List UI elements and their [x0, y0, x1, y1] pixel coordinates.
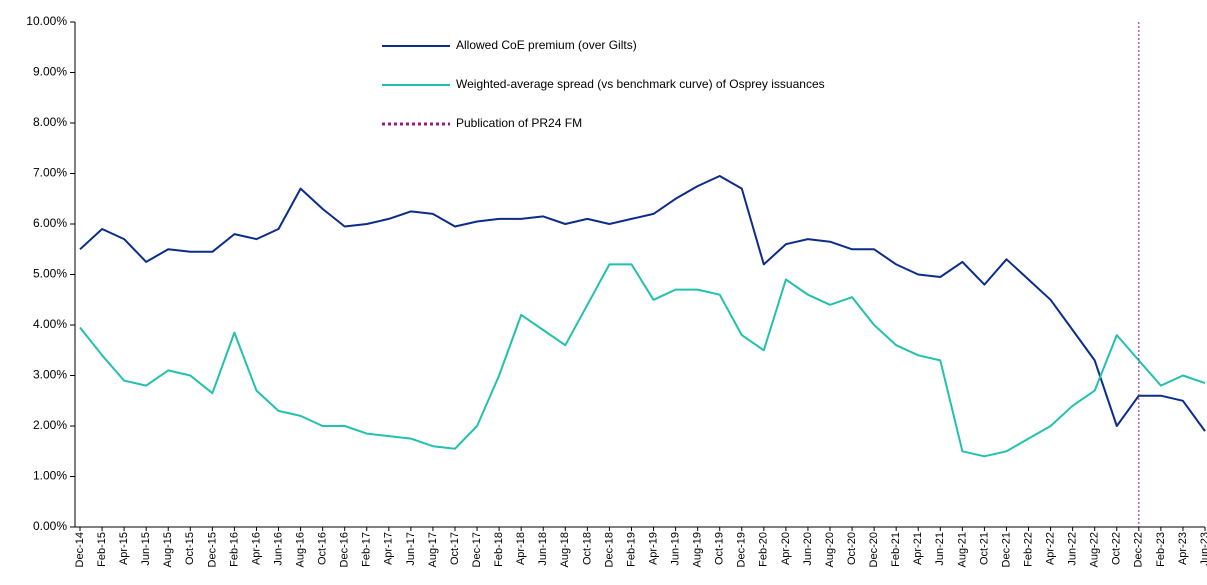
x-tick-label: Jun-22 — [1067, 532, 1079, 566]
x-tick-label: Apr-18 — [515, 532, 527, 565]
y-tick-label: 10.00% — [26, 14, 67, 28]
x-tick-label: Dec-14 — [74, 532, 86, 567]
x-tick-label: Feb-19 — [625, 532, 637, 567]
series-line — [79, 175, 1206, 432]
x-tick-label: Aug-18 — [559, 532, 571, 567]
x-tick-label: Dec-16 — [339, 532, 351, 567]
x-tick-label: Dec-22 — [1133, 532, 1145, 567]
x-tick-label: Dec-15 — [206, 532, 218, 567]
x-tick-label: Apr-23 — [1177, 532, 1189, 565]
x-tick-label: Oct-22 — [1111, 532, 1123, 565]
x-tick-label: Apr-21 — [912, 532, 924, 565]
x-tick-label: Apr-15 — [118, 532, 130, 565]
x-tick-label: Aug-19 — [692, 532, 704, 567]
x-tick-label: Feb-21 — [890, 532, 902, 567]
x-tick-label: Oct-19 — [714, 532, 726, 565]
y-tick-label: 5.00% — [33, 267, 67, 281]
x-tick-label: Jun-20 — [802, 532, 814, 566]
x-tick-label: Jun-16 — [272, 532, 284, 566]
x-tick-label: Dec-20 — [868, 532, 880, 567]
x-tick-label: Aug-21 — [956, 532, 968, 567]
x-tick-label: Oct-17 — [449, 532, 461, 565]
x-tick-label: Oct-15 — [184, 532, 196, 565]
y-tick-label: 0.00% — [33, 519, 67, 533]
x-tick-label: Aug-15 — [162, 532, 174, 567]
x-tick-label: Aug-17 — [427, 532, 439, 567]
y-tick-label: 1.00% — [33, 469, 67, 483]
legend-label: Allowed CoE premium (over Gilts) — [456, 38, 637, 52]
y-tick-label: 7.00% — [33, 166, 67, 180]
x-tick-label: Feb-22 — [1022, 532, 1034, 567]
x-tick-label: Feb-18 — [493, 532, 505, 567]
x-tick-label: Aug-20 — [824, 532, 836, 567]
x-tick-label: Jun-17 — [405, 532, 417, 566]
x-tick-label: Dec-18 — [603, 532, 615, 567]
x-tick-label: Jun-19 — [669, 532, 681, 566]
x-tick-label: Oct-18 — [581, 532, 593, 565]
x-tick-label: Jun-23 — [1199, 532, 1207, 566]
x-tick-label: Aug-22 — [1089, 532, 1101, 567]
legend-label: Weighted-average spread (vs benchmark cu… — [456, 77, 825, 91]
x-tick-label: Jun-18 — [537, 532, 549, 566]
x-tick-label: Feb-17 — [361, 532, 373, 567]
y-tick-label: 6.00% — [33, 216, 67, 230]
x-tick-label: Oct-21 — [978, 532, 990, 565]
x-tick-label: Dec-17 — [471, 532, 483, 567]
legend-label: Publication of PR24 FM — [456, 116, 582, 130]
x-tick-label: Apr-22 — [1044, 532, 1056, 565]
y-tick-label: 8.00% — [33, 115, 67, 129]
x-tick-label: Feb-16 — [228, 532, 240, 567]
x-tick-label: Apr-17 — [383, 532, 395, 565]
series-line — [79, 263, 1206, 458]
x-tick-label: Apr-19 — [647, 532, 659, 565]
y-tick-label: 4.00% — [33, 317, 67, 331]
y-tick-label: 2.00% — [33, 418, 67, 432]
y-tick-label: 9.00% — [33, 65, 67, 79]
x-tick-label: Oct-20 — [846, 532, 858, 565]
x-tick-label: Feb-15 — [96, 532, 108, 567]
x-tick-label: Apr-20 — [780, 532, 792, 565]
x-tick-label: Oct-16 — [317, 532, 329, 565]
x-tick-label: Jun-15 — [140, 532, 152, 566]
x-tick-label: Dec-21 — [1000, 532, 1012, 567]
y-tick-label: 3.00% — [33, 368, 67, 382]
x-tick-label: Jun-21 — [934, 532, 946, 566]
x-tick-label: Feb-20 — [758, 532, 770, 567]
x-tick-label: Dec-19 — [736, 532, 748, 567]
x-tick-label: Feb-23 — [1155, 532, 1167, 567]
x-tick-label: Apr-16 — [250, 532, 262, 565]
x-tick-label: Aug-16 — [294, 532, 306, 567]
